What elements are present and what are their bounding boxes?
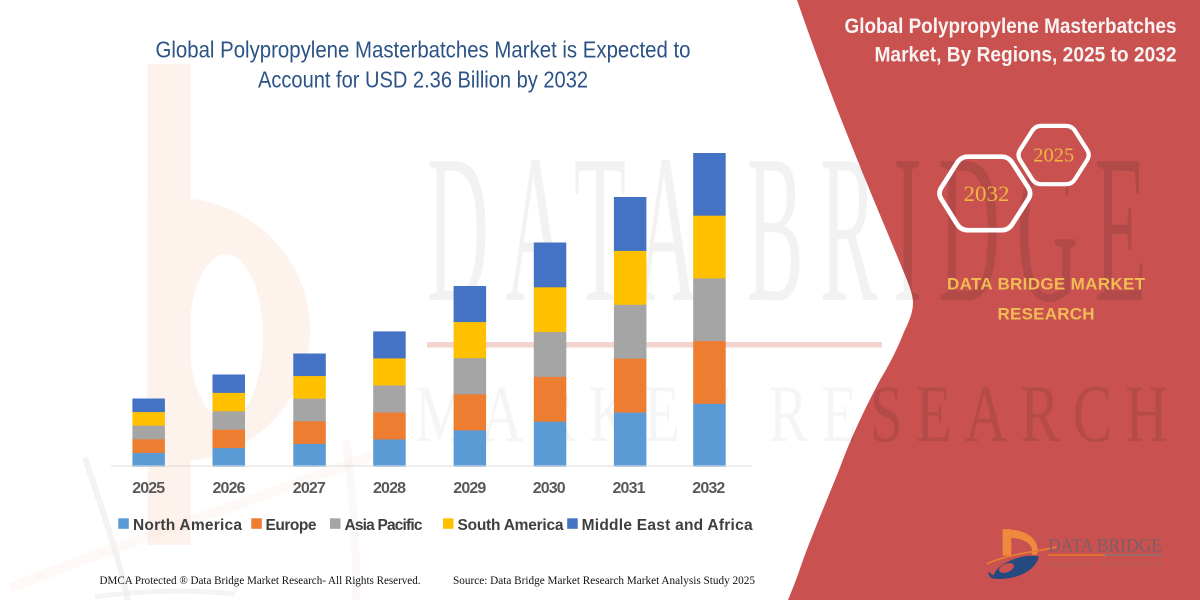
svg-text:South America: South America <box>458 517 564 534</box>
svg-text:Global Polypropylene Masterbat: Global Polypropylene Masterbatches <box>845 15 1177 38</box>
svg-text:2027: 2027 <box>293 480 326 497</box>
svg-text:MARKET RESEARCH: MARKET RESEARCH <box>1048 560 1162 569</box>
svg-text:Asia Pacific: Asia Pacific <box>345 517 423 534</box>
svg-text:RESEARCH: RESEARCH <box>998 305 1095 324</box>
svg-text:DATA BRIDGE: DATA BRIDGE <box>1048 536 1162 557</box>
svg-text:2025: 2025 <box>1033 145 1074 167</box>
svg-text:North America: North America <box>133 517 242 534</box>
svg-text:2026: 2026 <box>213 480 246 497</box>
svg-text:Account for USD 2.36 Billion b: Account for USD 2.36 Billion by 2032 <box>258 67 588 93</box>
svg-text:2031: 2031 <box>613 480 646 497</box>
svg-text:2032: 2032 <box>964 181 1010 206</box>
svg-text:Global Polypropylene Masterbat: Global Polypropylene Masterbatches Marke… <box>156 37 691 63</box>
svg-text:Middle East and Africa: Middle East and Africa <box>582 517 753 534</box>
svg-text:Source: Data Bridge Market Res: Source: Data Bridge Market Research Mark… <box>453 575 755 587</box>
svg-text:DMCA Protected ® Data Bridge M: DMCA Protected ® Data Bridge Market Rese… <box>100 575 421 587</box>
svg-text:2032: 2032 <box>692 480 725 497</box>
svg-text:2028: 2028 <box>373 480 406 497</box>
svg-text:Europe: Europe <box>266 517 317 534</box>
svg-text:2029: 2029 <box>453 480 486 497</box>
svg-text:DATA BRIDGE MARKET: DATA BRIDGE MARKET <box>947 275 1146 294</box>
svg-text:2025: 2025 <box>132 480 165 497</box>
svg-text:Market, By Regions, 2025 to 20: Market, By Regions, 2025 to 2032 <box>875 44 1177 67</box>
svg-text:2030: 2030 <box>533 480 566 497</box>
